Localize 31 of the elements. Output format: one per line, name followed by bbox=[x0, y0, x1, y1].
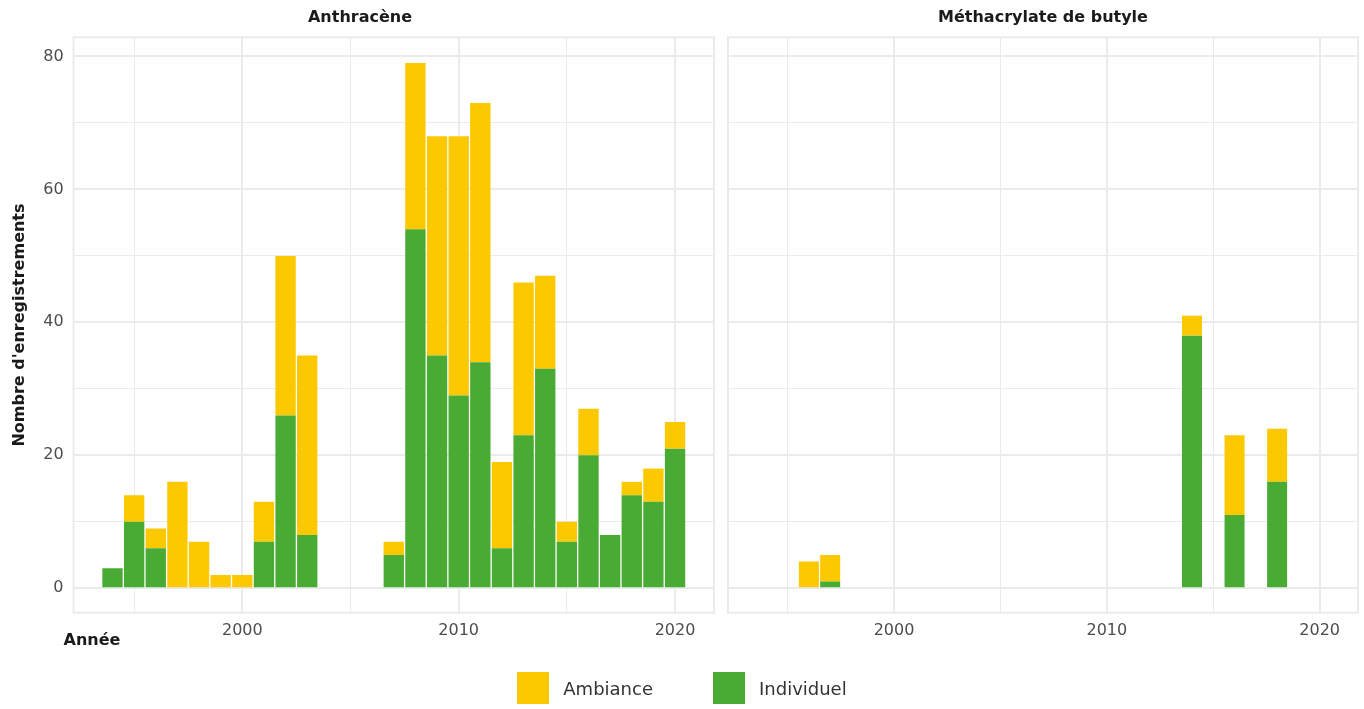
x-tick-label: 2020 bbox=[654, 619, 696, 639]
bar bbox=[664, 422, 686, 449]
y-tick-label: 80 bbox=[43, 45, 64, 65]
bar bbox=[1267, 428, 1288, 482]
bar bbox=[123, 495, 145, 522]
bar bbox=[1181, 315, 1202, 336]
y-tick-label: 20 bbox=[43, 444, 64, 464]
y-tick-label: 60 bbox=[43, 178, 64, 198]
legend-label: Individuel bbox=[758, 677, 847, 699]
x-tick-label: 2020 bbox=[1299, 619, 1341, 639]
chart-title: Anthracène bbox=[307, 6, 413, 26]
bar bbox=[1224, 435, 1245, 516]
bar bbox=[383, 541, 404, 555]
bar bbox=[491, 461, 513, 549]
bar bbox=[145, 548, 166, 588]
bar bbox=[1267, 481, 1288, 588]
x-tick-label: 2000 bbox=[873, 619, 915, 639]
legend-label: Ambiance bbox=[563, 677, 653, 699]
bar bbox=[1224, 515, 1245, 588]
x-tick-label: 2010 bbox=[438, 619, 480, 639]
x-tick-label: 2010 bbox=[1086, 619, 1128, 639]
bar bbox=[253, 501, 275, 542]
bar bbox=[556, 521, 578, 542]
chart-title: Méthacrylate de butyle bbox=[938, 6, 1149, 26]
y-tick-label: 40 bbox=[43, 311, 64, 331]
y-axis-title: Nombre d'enregistrements bbox=[8, 203, 28, 447]
bar bbox=[1181, 335, 1202, 588]
bar bbox=[578, 408, 599, 456]
x-tick-label: 2000 bbox=[221, 619, 263, 639]
y-tick-label: 0 bbox=[53, 577, 64, 597]
x-axis-title: Année bbox=[63, 629, 121, 649]
